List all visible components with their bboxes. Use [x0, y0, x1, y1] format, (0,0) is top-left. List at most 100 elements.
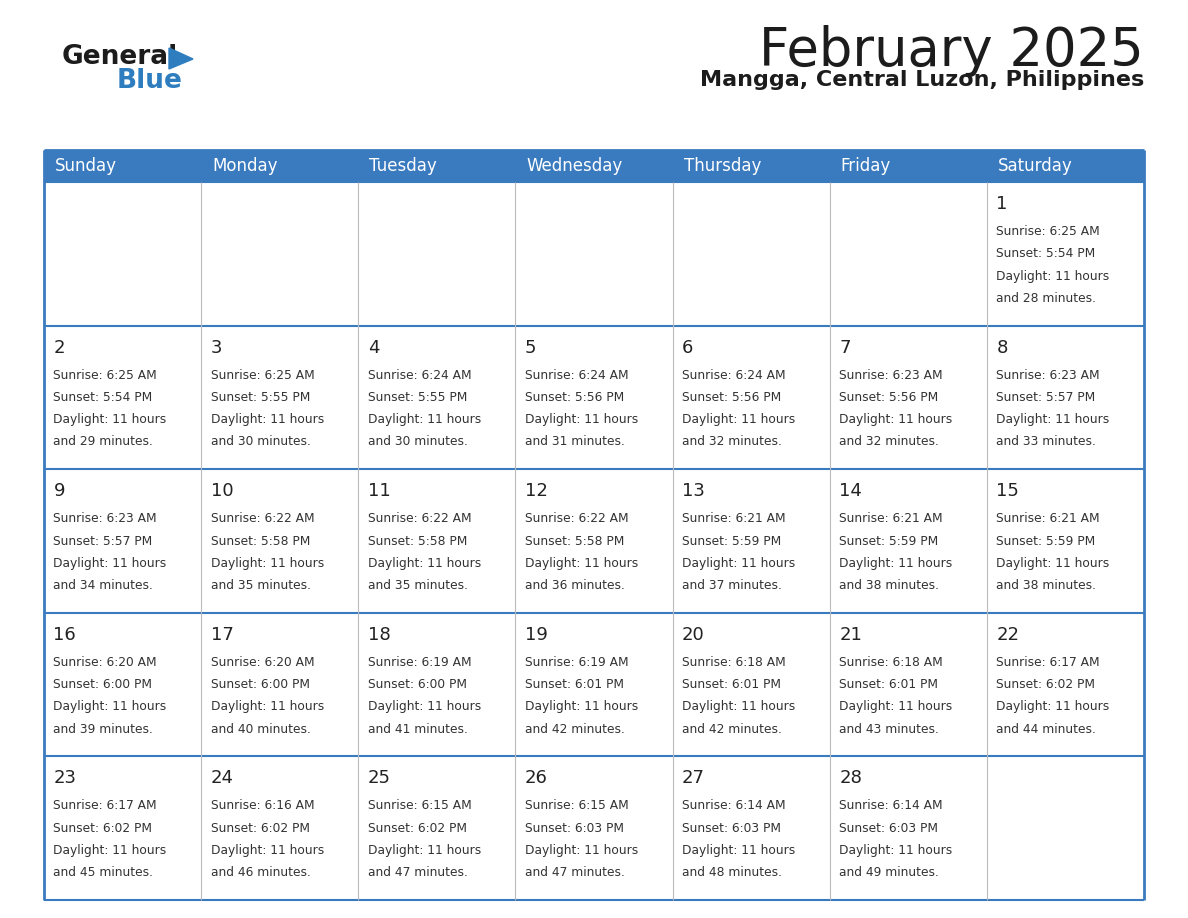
Text: 2: 2	[53, 339, 65, 356]
Text: General: General	[62, 44, 178, 70]
Text: 7: 7	[839, 339, 851, 356]
Text: Daylight: 11 hours: Daylight: 11 hours	[525, 413, 638, 426]
Text: 28: 28	[839, 769, 862, 788]
Text: Sunrise: 6:15 AM: Sunrise: 6:15 AM	[525, 800, 628, 812]
Bar	[672, 326, 829, 469]
Text: 23: 23	[53, 769, 76, 788]
Bar	[44, 150, 1144, 182]
Text: and 38 minutes.: and 38 minutes.	[839, 579, 940, 592]
Text: and 31 minutes.: and 31 minutes.	[525, 435, 625, 449]
Text: 1: 1	[997, 195, 1007, 213]
Bar	[829, 469, 987, 613]
Text: Daylight: 11 hours: Daylight: 11 hours	[997, 700, 1110, 713]
Bar	[201, 613, 359, 756]
Text: Sunset: 5:57 PM: Sunset: 5:57 PM	[997, 391, 1095, 404]
Text: 9: 9	[53, 482, 65, 500]
Polygon shape	[169, 48, 192, 69]
Text: Sunset: 6:00 PM: Sunset: 6:00 PM	[210, 678, 310, 691]
Text: Sunrise: 6:17 AM: Sunrise: 6:17 AM	[53, 800, 157, 812]
Text: Sunrise: 6:22 AM: Sunrise: 6:22 AM	[368, 512, 472, 525]
Text: Friday: Friday	[841, 157, 891, 175]
Bar	[516, 756, 672, 900]
Text: and 28 minutes.: and 28 minutes.	[997, 292, 1097, 305]
Text: and 39 minutes.: and 39 minutes.	[53, 722, 153, 735]
Text: Sunset: 5:59 PM: Sunset: 5:59 PM	[682, 534, 782, 547]
Text: Sunset: 6:03 PM: Sunset: 6:03 PM	[839, 822, 939, 834]
Text: February 2025: February 2025	[759, 25, 1144, 77]
Text: 21: 21	[839, 626, 862, 644]
Text: and 32 minutes.: and 32 minutes.	[839, 435, 939, 449]
Bar	[987, 469, 1144, 613]
Bar	[44, 469, 201, 613]
Text: and 42 minutes.: and 42 minutes.	[682, 722, 782, 735]
Text: 19: 19	[525, 626, 548, 644]
Text: Sunrise: 6:22 AM: Sunrise: 6:22 AM	[210, 512, 314, 525]
Text: Sunrise: 6:19 AM: Sunrise: 6:19 AM	[368, 655, 472, 669]
Bar	[672, 613, 829, 756]
Text: and 47 minutes.: and 47 minutes.	[525, 867, 625, 879]
Text: and 37 minutes.: and 37 minutes.	[682, 579, 782, 592]
Text: Daylight: 11 hours: Daylight: 11 hours	[210, 844, 324, 857]
Text: and 34 minutes.: and 34 minutes.	[53, 579, 153, 592]
Text: Sunrise: 6:19 AM: Sunrise: 6:19 AM	[525, 655, 628, 669]
Text: 5: 5	[525, 339, 536, 356]
Text: Sunrise: 6:24 AM: Sunrise: 6:24 AM	[682, 369, 785, 382]
Text: Sunset: 6:01 PM: Sunset: 6:01 PM	[525, 678, 624, 691]
Text: and 33 minutes.: and 33 minutes.	[997, 435, 1097, 449]
Text: 20: 20	[682, 626, 704, 644]
Text: and 32 minutes.: and 32 minutes.	[682, 435, 782, 449]
Text: Sunrise: 6:16 AM: Sunrise: 6:16 AM	[210, 800, 314, 812]
Text: Daylight: 11 hours: Daylight: 11 hours	[53, 413, 166, 426]
Text: Daylight: 11 hours: Daylight: 11 hours	[368, 557, 481, 570]
Text: Daylight: 11 hours: Daylight: 11 hours	[368, 700, 481, 713]
Text: Sunrise: 6:20 AM: Sunrise: 6:20 AM	[53, 655, 157, 669]
Text: 22: 22	[997, 626, 1019, 644]
Text: Sunset: 6:00 PM: Sunset: 6:00 PM	[53, 678, 152, 691]
Text: Mangga, Central Luzon, Philippines: Mangga, Central Luzon, Philippines	[700, 70, 1144, 90]
Text: Daylight: 11 hours: Daylight: 11 hours	[682, 413, 795, 426]
Text: Daylight: 11 hours: Daylight: 11 hours	[682, 844, 795, 857]
Text: Sunrise: 6:21 AM: Sunrise: 6:21 AM	[997, 512, 1100, 525]
Text: Daylight: 11 hours: Daylight: 11 hours	[839, 557, 953, 570]
Text: Sunrise: 6:25 AM: Sunrise: 6:25 AM	[210, 369, 315, 382]
Text: Daylight: 11 hours: Daylight: 11 hours	[682, 557, 795, 570]
Text: Daylight: 11 hours: Daylight: 11 hours	[210, 413, 324, 426]
Text: Monday: Monday	[213, 157, 278, 175]
Text: Sunrise: 6:17 AM: Sunrise: 6:17 AM	[997, 655, 1100, 669]
Bar	[987, 613, 1144, 756]
Text: Saturday: Saturday	[998, 157, 1073, 175]
Text: Blue: Blue	[116, 68, 183, 94]
Bar	[516, 613, 672, 756]
Text: and 47 minutes.: and 47 minutes.	[368, 867, 468, 879]
Bar	[829, 326, 987, 469]
Bar	[359, 756, 516, 900]
Text: and 46 minutes.: and 46 minutes.	[210, 867, 310, 879]
Text: Sunset: 5:58 PM: Sunset: 5:58 PM	[525, 534, 624, 547]
Text: Daylight: 11 hours: Daylight: 11 hours	[210, 557, 324, 570]
Text: and 44 minutes.: and 44 minutes.	[997, 722, 1097, 735]
Text: 13: 13	[682, 482, 704, 500]
Text: and 42 minutes.: and 42 minutes.	[525, 722, 625, 735]
Bar	[829, 756, 987, 900]
Text: 16: 16	[53, 626, 76, 644]
Text: Sunset: 5:54 PM: Sunset: 5:54 PM	[997, 247, 1095, 261]
Text: Sunset: 5:57 PM: Sunset: 5:57 PM	[53, 534, 153, 547]
Text: Sunrise: 6:24 AM: Sunrise: 6:24 AM	[525, 369, 628, 382]
Text: Daylight: 11 hours: Daylight: 11 hours	[839, 413, 953, 426]
Bar	[359, 469, 516, 613]
Text: Sunrise: 6:23 AM: Sunrise: 6:23 AM	[53, 512, 157, 525]
Text: Sunrise: 6:18 AM: Sunrise: 6:18 AM	[839, 655, 943, 669]
Text: and 45 minutes.: and 45 minutes.	[53, 867, 153, 879]
Bar	[672, 182, 829, 326]
Text: Daylight: 11 hours: Daylight: 11 hours	[997, 270, 1110, 283]
Text: and 49 minutes.: and 49 minutes.	[839, 867, 939, 879]
Text: Sunrise: 6:24 AM: Sunrise: 6:24 AM	[368, 369, 472, 382]
Bar	[987, 756, 1144, 900]
Text: 27: 27	[682, 769, 704, 788]
Text: 18: 18	[368, 626, 391, 644]
Text: Sunset: 6:01 PM: Sunset: 6:01 PM	[682, 678, 781, 691]
Text: and 36 minutes.: and 36 minutes.	[525, 579, 625, 592]
Text: Sunset: 6:02 PM: Sunset: 6:02 PM	[53, 822, 152, 834]
Text: Daylight: 11 hours: Daylight: 11 hours	[368, 844, 481, 857]
Bar	[987, 182, 1144, 326]
